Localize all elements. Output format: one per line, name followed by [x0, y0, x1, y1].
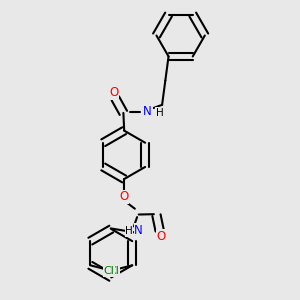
Text: O: O [157, 230, 166, 243]
Text: Cl: Cl [103, 266, 114, 277]
Text: O: O [120, 190, 129, 203]
Text: H: H [156, 108, 164, 118]
Text: N: N [143, 105, 152, 118]
Text: Cl: Cl [108, 266, 119, 277]
Text: O: O [109, 86, 118, 99]
Text: N: N [134, 224, 143, 236]
Text: H: H [125, 226, 133, 236]
